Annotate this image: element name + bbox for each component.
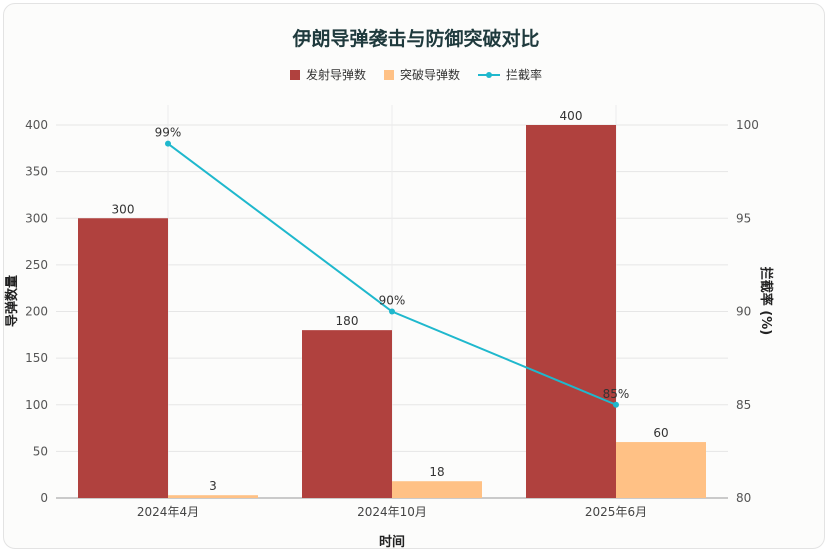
legend-swatch-intercept-rate <box>478 70 500 80</box>
data-label-launched: 400 <box>560 109 583 123</box>
y2-tick-label: 85 <box>736 398 751 412</box>
data-label-launched: 300 <box>112 202 135 216</box>
data-label-intercept-rate: 90% <box>379 294 406 308</box>
intercept-rate-point <box>613 401 619 408</box>
data-label-penetrated: 3 <box>209 479 217 493</box>
y-tick-label: 400 <box>25 118 48 132</box>
data-label-intercept-rate: 99% <box>155 126 182 140</box>
bar-launched <box>302 330 392 498</box>
chart-title: 伊朗导弹袭击与防御突破对比 <box>292 28 540 50</box>
data-label-penetrated: 18 <box>429 465 444 479</box>
chart-legend: 发射导弹数 突破导弹数 拦截率 <box>0 66 832 83</box>
legend-label-launched: 发射导弹数 <box>305 68 366 82</box>
legend-swatch-launched <box>289 69 300 80</box>
data-label-launched: 180 <box>336 314 359 328</box>
bar-launched <box>78 218 168 498</box>
bar-penetrated <box>392 481 482 498</box>
y-tick-label: 200 <box>25 305 48 319</box>
y2-tick-label: 100 <box>736 118 759 132</box>
y-tick-label: 250 <box>25 258 48 272</box>
legend-label-penetrated: 突破导弹数 <box>399 68 460 82</box>
intercept-rate-point <box>389 308 395 315</box>
bar-launched <box>526 125 616 498</box>
y2-axis-label: 拦截率 (%) <box>758 266 773 336</box>
y-tick-label: 150 <box>25 351 48 365</box>
y-tick-label: 0 <box>40 491 48 505</box>
legend-label-intercept-rate: 拦截率 <box>506 68 543 82</box>
x-axis-label: 时间 <box>378 535 405 550</box>
y2-tick-label: 90 <box>736 305 751 319</box>
legend-item-intercept-rate[interactable]: 拦截率 <box>478 66 542 83</box>
data-label-penetrated: 60 <box>653 426 668 440</box>
legend-swatch-penetrated <box>383 69 394 80</box>
x-tick-label: 2024年4月 <box>137 505 199 519</box>
x-tick-label: 2024年10月 <box>357 505 427 519</box>
y-tick-label: 100 <box>25 398 48 412</box>
data-label-intercept-rate: 85% <box>603 387 630 401</box>
bar-penetrated <box>168 495 258 498</box>
y2-tick-label: 80 <box>736 491 751 505</box>
y-tick-label: 350 <box>25 165 48 179</box>
y-tick-label: 50 <box>33 444 48 458</box>
y2-tick-label: 95 <box>736 211 751 225</box>
bar-penetrated <box>616 442 706 498</box>
y-tick-label: 300 <box>25 211 48 225</box>
y-axis-label: 导弹数量 <box>5 275 20 328</box>
legend-item-launched[interactable]: 发射导弹数 <box>289 66 366 83</box>
legend-item-penetrated[interactable]: 突破导弹数 <box>383 66 460 83</box>
intercept-rate-point <box>165 140 171 147</box>
x-tick-label: 2025年6月 <box>585 505 647 519</box>
